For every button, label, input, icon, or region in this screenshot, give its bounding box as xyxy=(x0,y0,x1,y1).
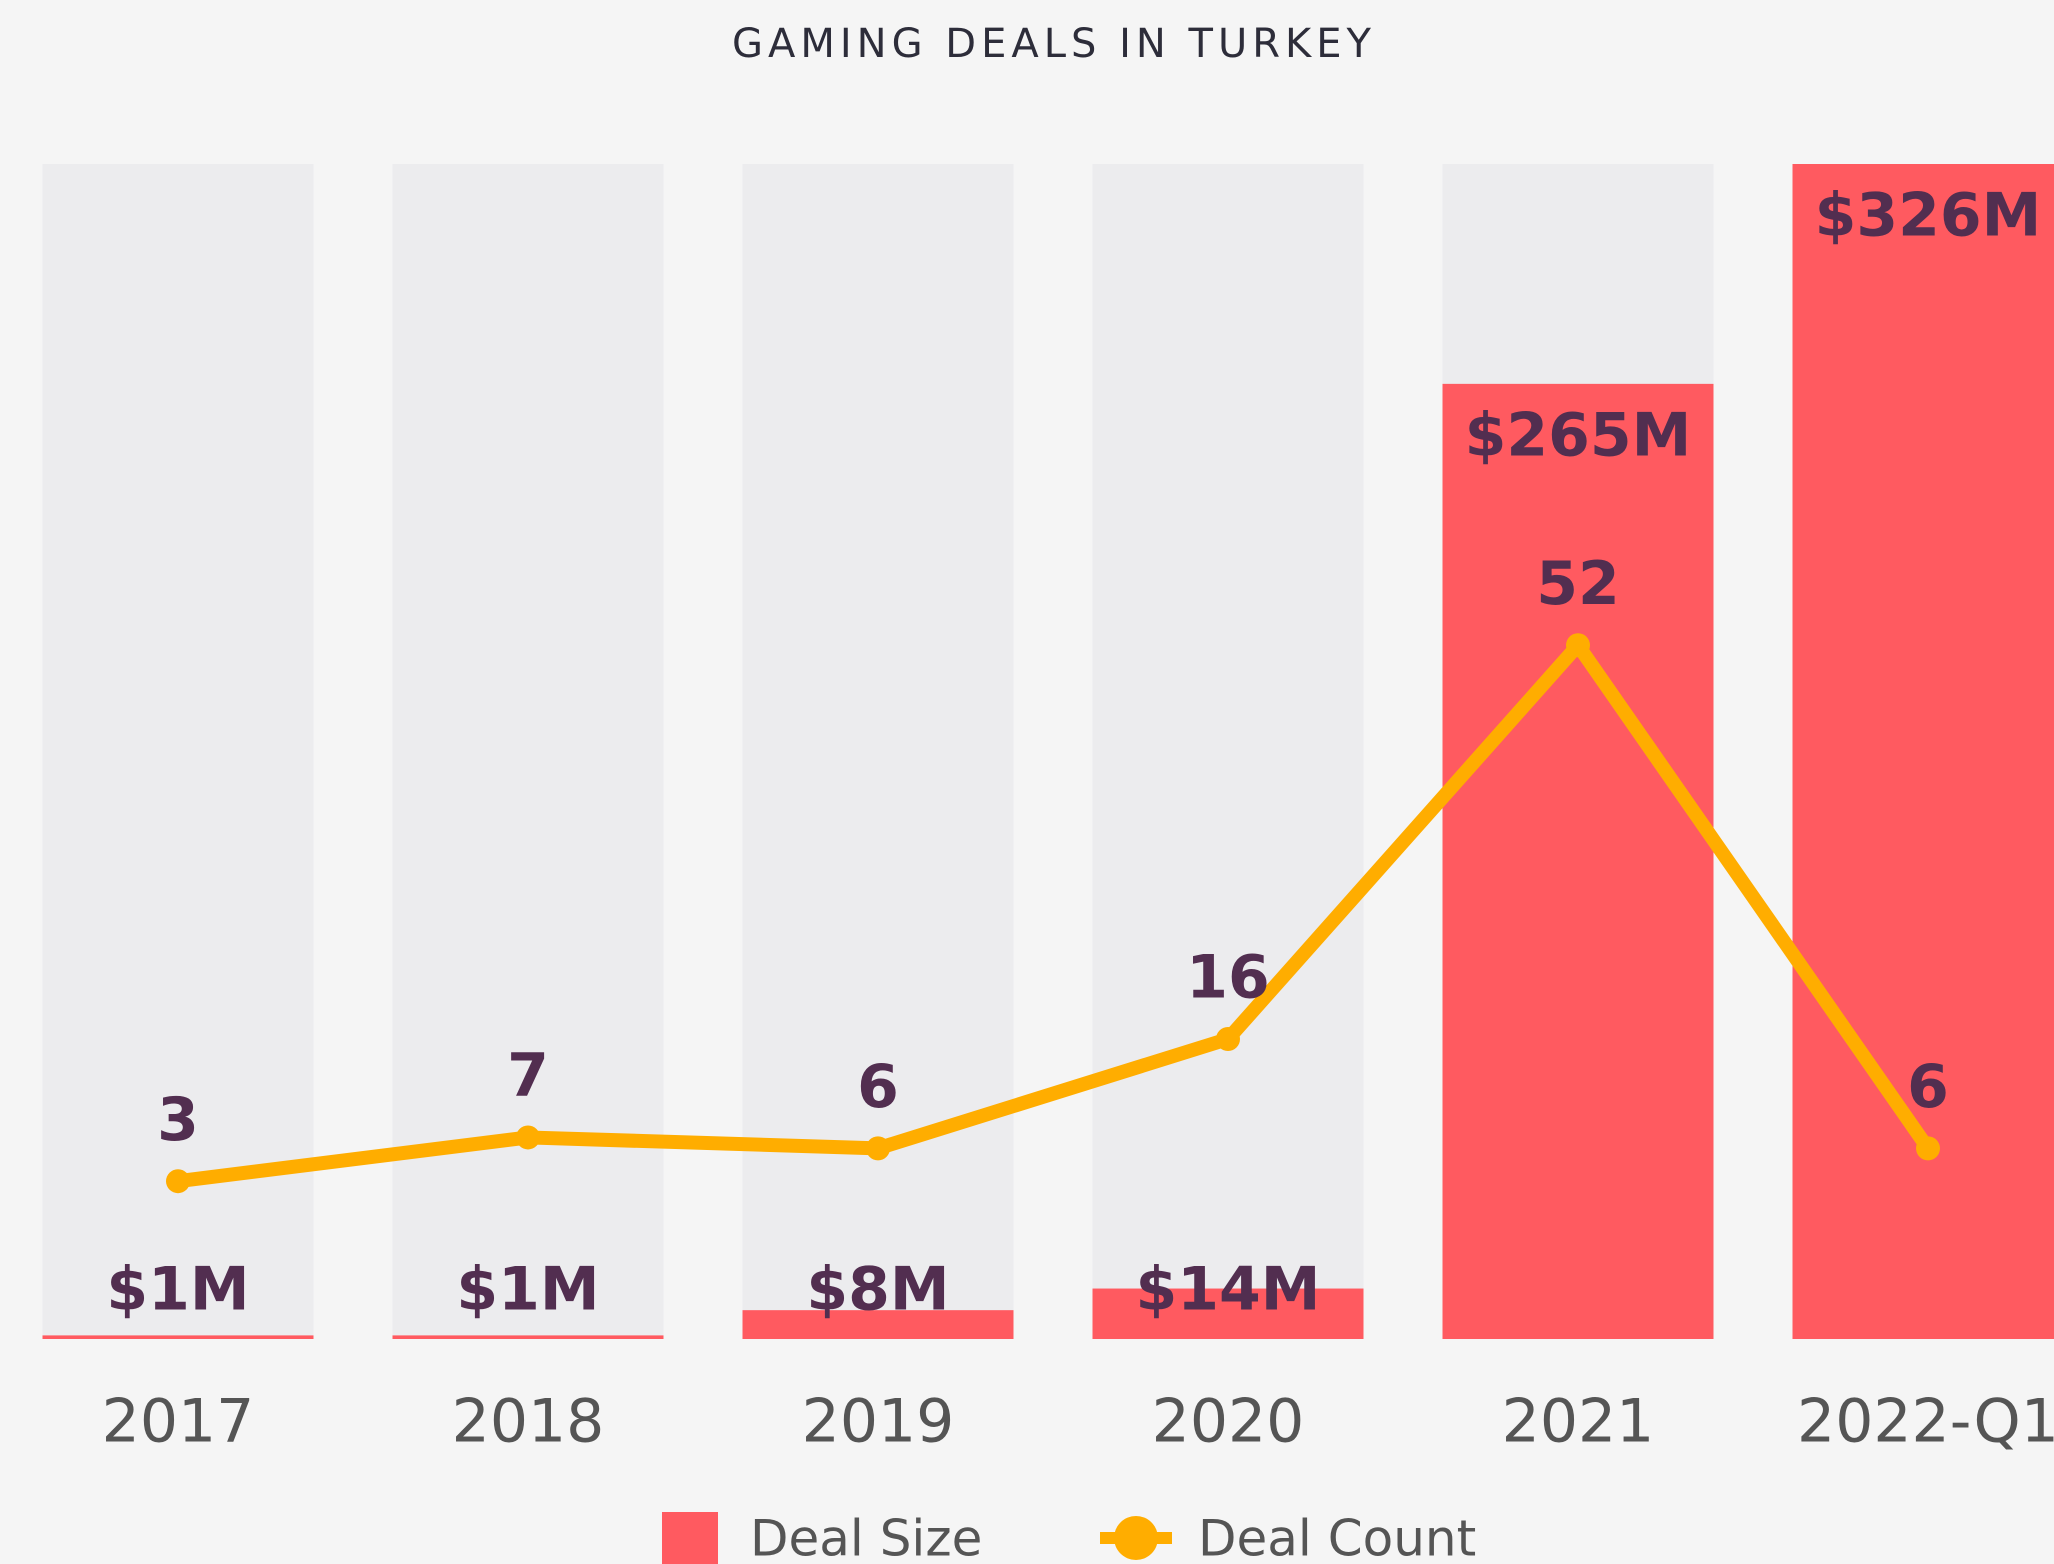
legend-label: Deal Size xyxy=(750,1510,982,1564)
bar xyxy=(1092,1288,1364,1339)
bar xyxy=(742,1310,1014,1339)
chart-title: GAMING DEALS IN TURKEY xyxy=(732,21,1376,67)
bar-value-label: $326M xyxy=(1815,181,2042,251)
line-point xyxy=(866,1136,890,1161)
line-point xyxy=(516,1125,540,1150)
point-value-label: 16 xyxy=(1186,943,1270,1013)
bar xyxy=(392,1335,664,1339)
point-value-label: 6 xyxy=(1907,1052,1949,1122)
bar xyxy=(42,1335,314,1339)
bar-value-label: $265M xyxy=(1465,400,1692,470)
legend-label: Deal Count xyxy=(1198,1510,1476,1564)
line xyxy=(177,638,1934,1189)
bar-value-label: $14M xyxy=(1136,1255,1321,1325)
point-value-label: 6 xyxy=(857,1052,899,1122)
point-value-label: 52 xyxy=(1536,549,1620,619)
x-tick-label: 2018 xyxy=(452,1387,605,1457)
column-background xyxy=(42,164,314,1339)
bar xyxy=(1792,164,2054,1339)
x-tick-label: 2022-Q1 xyxy=(1797,1387,2054,1457)
bar-value-label: $1M xyxy=(456,1255,599,1325)
legend-swatch xyxy=(1114,1516,1158,1560)
column-background xyxy=(1092,164,1364,1339)
x-tick-label: 2021 xyxy=(1502,1387,1655,1457)
bar xyxy=(1442,383,1714,1340)
column-background xyxy=(742,164,1014,1339)
bar-value-label: $8M xyxy=(806,1255,949,1325)
line-point xyxy=(166,1169,190,1194)
line-point xyxy=(1916,1136,1940,1161)
legend-swatch xyxy=(662,1512,718,1564)
point-value-label: 7 xyxy=(507,1041,549,1111)
line-point xyxy=(1566,633,1590,658)
bar-value-label: $1M xyxy=(106,1255,249,1325)
point-value-label: 3 xyxy=(157,1085,199,1155)
line-point xyxy=(1216,1027,1240,1051)
column-background xyxy=(392,164,664,1339)
x-tick-label: 2017 xyxy=(102,1387,255,1457)
x-tick-label: 2019 xyxy=(802,1387,955,1457)
x-tick-label: 2020 xyxy=(1152,1387,1305,1457)
